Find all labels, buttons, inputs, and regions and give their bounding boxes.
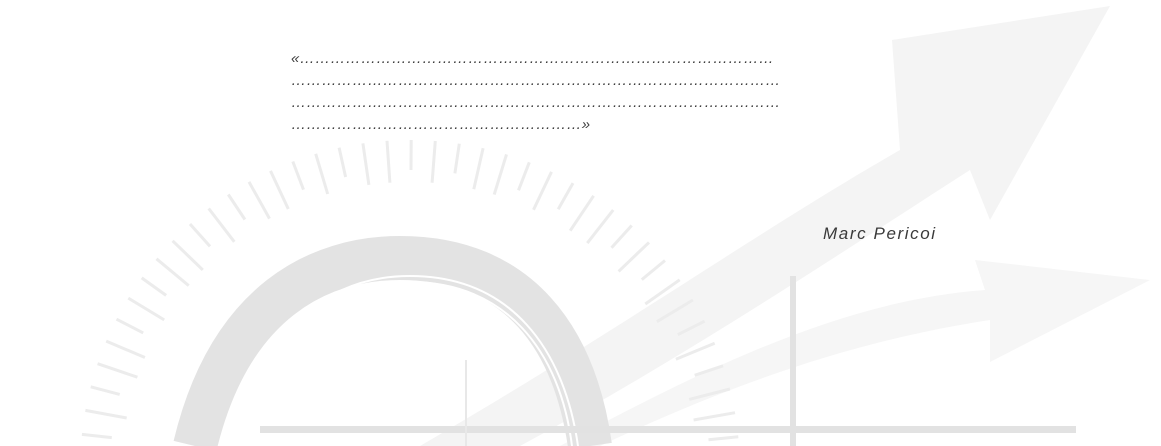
radial-tick (207, 207, 236, 243)
radial-tick (430, 140, 437, 183)
radial-tick (247, 181, 271, 220)
horizontal-bar (260, 426, 1076, 433)
quote-author: Marc Pericoi (823, 224, 937, 243)
quote-line: …………………………………………………………………………………… (291, 94, 781, 111)
radial-tick (688, 387, 731, 401)
thin-arc (239, 280, 573, 446)
radial-tick (656, 298, 694, 323)
radial-tick (81, 432, 112, 440)
radial-tick (227, 193, 247, 221)
radial-tick (694, 364, 724, 377)
radial-tick (640, 259, 666, 281)
radial-tick (610, 224, 633, 249)
quote-line: …………………………………………………………………………………… (291, 72, 781, 89)
radial-tick (127, 296, 165, 322)
quote-block: «………………………………………………………………………………… …………………… (291, 48, 991, 136)
quote-line: «………………………………………………………………………………… (291, 50, 774, 67)
radial-tick (291, 160, 305, 191)
radial-tick (314, 153, 330, 195)
radial-tick (472, 147, 485, 190)
arrow-lower-shape (560, 260, 1150, 446)
radial-tick (97, 362, 138, 379)
radial-tick (453, 143, 461, 174)
radial-tick (171, 239, 204, 271)
radial-tick (693, 411, 736, 422)
radial-tick (492, 153, 508, 196)
radial-tick (517, 161, 531, 191)
radial-tick (568, 194, 595, 232)
quote-line: …………………………………………………» (291, 116, 591, 133)
radial-tick (586, 209, 615, 245)
radial-tick (708, 435, 739, 442)
arrow-upper-shape (420, 6, 1110, 446)
vertical-bar-left (465, 360, 467, 446)
radial-tick (269, 170, 290, 210)
radial-tick (385, 140, 392, 183)
radial-tick (532, 171, 553, 211)
radial-tick-ring (81, 139, 739, 442)
radial-tick (115, 317, 144, 335)
vertical-bar-right (790, 276, 796, 446)
radial-tick (85, 408, 127, 420)
radial-tick (105, 339, 146, 359)
radial-tick (155, 257, 190, 287)
radial-tick (90, 385, 121, 396)
thick-arc (173, 235, 612, 446)
radial-tick (188, 223, 212, 248)
radial-tick (337, 147, 348, 178)
radial-tick (140, 276, 167, 297)
radial-tick (617, 241, 651, 273)
thin-arc (235, 274, 579, 446)
radial-tick (556, 182, 575, 210)
radial-tick (675, 341, 716, 361)
radial-tick (644, 278, 681, 306)
radial-tick (361, 143, 371, 186)
radial-tick (677, 319, 706, 337)
